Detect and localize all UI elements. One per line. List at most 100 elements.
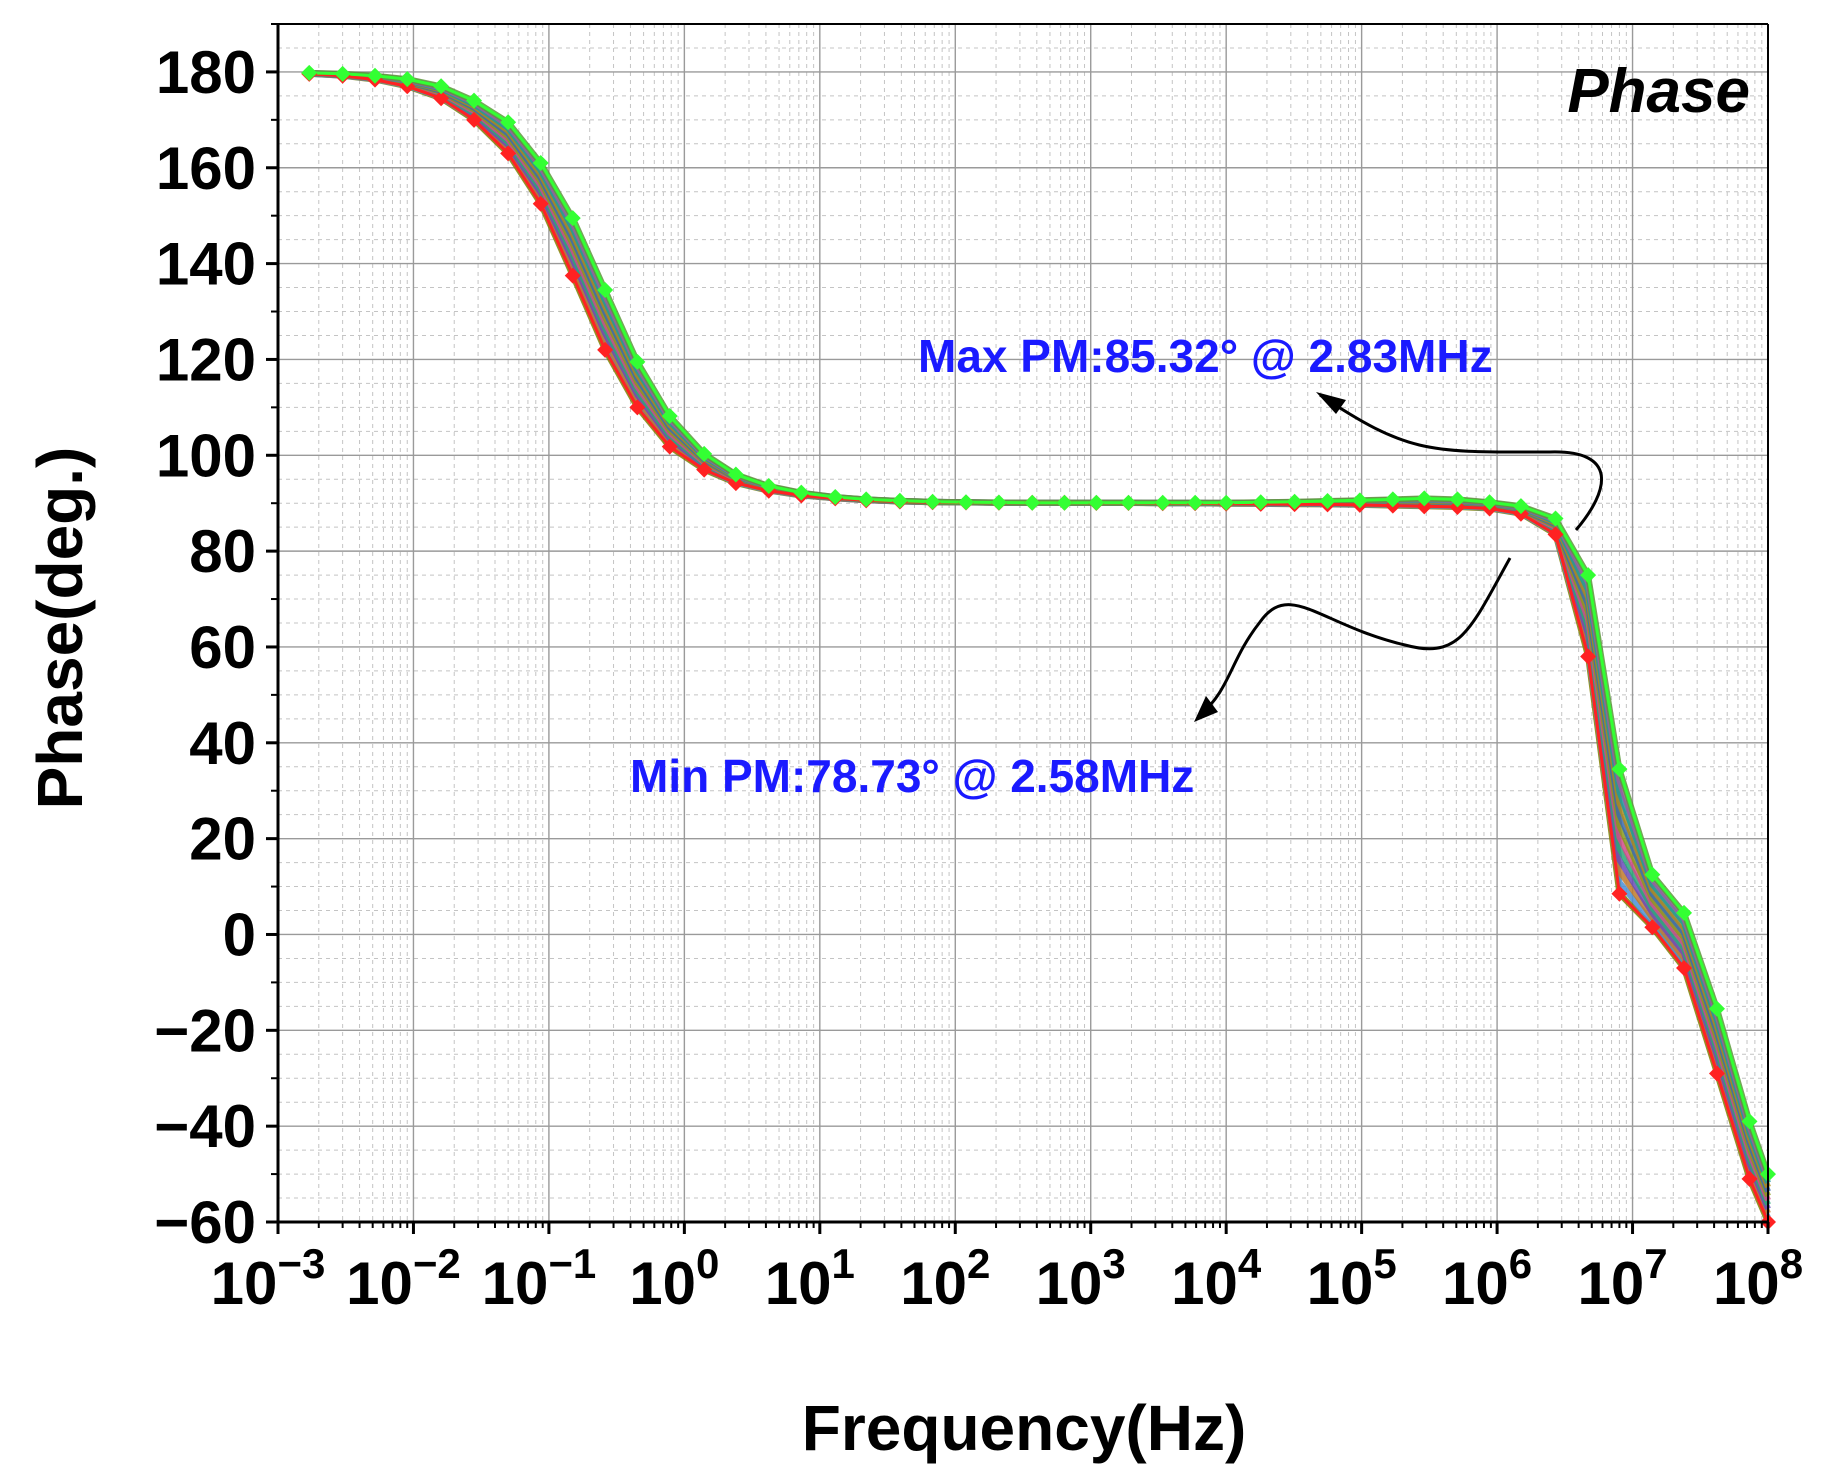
y-tick-label: 180	[156, 39, 256, 106]
x-tick-label: 101	[765, 1240, 855, 1317]
marker-max-pm-corner	[597, 281, 614, 298]
marker-min-pm-corner	[1547, 526, 1564, 543]
chart-title: Phase	[1567, 57, 1750, 126]
marker-max-pm-corner	[1644, 866, 1661, 883]
marker-min-pm-corner	[696, 461, 713, 478]
marker-max-pm-corner	[891, 492, 908, 509]
marker-max-pm-corner	[500, 114, 517, 131]
marker-max-pm-corner	[1218, 494, 1235, 511]
marker-min-pm-corner	[500, 145, 517, 162]
marker-min-pm-corner	[597, 341, 614, 358]
marker-max-pm-corner	[1481, 494, 1498, 511]
marker-max-pm-corner	[858, 491, 875, 508]
marker-max-pm-corner	[1024, 494, 1041, 511]
marker-max-pm-corner	[957, 494, 974, 511]
arrowhead-min-pm	[1194, 696, 1218, 722]
marker-max-pm-corner	[661, 407, 678, 424]
marker-min-pm-corner	[433, 90, 450, 107]
annotations: Max PM:85.32° @ 2.83MHz Min PM:78.73° @ 2…	[630, 330, 1604, 802]
y-tick-label: −20	[154, 997, 256, 1064]
marker-max-pm-corner	[1187, 494, 1204, 511]
y-tick-label: 0	[223, 901, 256, 968]
marker-max-pm-corner	[1088, 494, 1105, 511]
x-tick-label: 10−1	[482, 1240, 597, 1317]
y-tick-label: 60	[189, 614, 256, 681]
marker-min-pm-corner	[1611, 885, 1628, 902]
marker-min-pm-corner	[564, 267, 581, 284]
x-tick-label: 100	[629, 1240, 719, 1317]
marker-min-pm-corner	[1676, 960, 1693, 977]
marker-min-pm-corner	[1708, 1065, 1725, 1082]
marker-max-pm-corner	[793, 484, 810, 501]
y-tick-label: 40	[189, 710, 256, 777]
x-tick-label: 102	[900, 1240, 990, 1317]
x-tick-label: 106	[1442, 1240, 1532, 1317]
marker-min-pm-corner	[629, 399, 646, 416]
marker-max-pm-corner	[1416, 490, 1433, 507]
x-tick-label: 10−3	[211, 1240, 326, 1317]
series-markers	[301, 64, 1776, 1230]
marker-max-pm-corner	[366, 67, 383, 84]
x-tick-label: 108	[1713, 1240, 1803, 1317]
marker-max-pm-corner	[1708, 1000, 1725, 1017]
marker-max-pm-corner	[1120, 494, 1137, 511]
marker-max-pm-corner	[1547, 510, 1564, 527]
y-tick-label: 120	[156, 326, 256, 393]
x-tick-label: 104	[1171, 1240, 1262, 1317]
x-tick-label: 107	[1577, 1240, 1667, 1317]
marker-max-pm-corner	[1154, 494, 1171, 511]
series-line-max-pm-corner	[309, 71, 1770, 1175]
marker-min-pm-corner	[1580, 648, 1597, 665]
x-axis-title: Frequency(Hz)	[802, 1392, 1247, 1464]
marker-max-pm-corner	[1676, 904, 1693, 921]
marker-max-pm-corner	[1741, 1113, 1758, 1130]
x-tick-label: 10−2	[346, 1240, 461, 1317]
marker-min-pm-corner	[466, 111, 483, 128]
marker-max-pm-corner	[334, 65, 351, 82]
marker-min-pm-corner	[532, 195, 549, 212]
marker-max-pm-corner	[827, 488, 844, 505]
marker-max-pm-corner	[1512, 498, 1529, 515]
series-lines	[309, 71, 1770, 1223]
marker-max-pm-corner	[1319, 493, 1336, 510]
y-tick-label: 100	[156, 422, 256, 489]
y-tick-label: 160	[156, 135, 256, 202]
y-tick-label: 20	[189, 806, 256, 873]
y-tick-label: −40	[154, 1093, 256, 1160]
annotation-min-pm: Min PM:78.73° @ 2.58MHz	[630, 750, 1194, 802]
marker-max-pm-corner	[466, 92, 483, 109]
marker-max-pm-corner	[1056, 494, 1073, 511]
marker-max-pm-corner	[990, 494, 1007, 511]
marker-max-pm-corner	[564, 210, 581, 227]
marker-max-pm-corner	[1286, 493, 1303, 510]
marker-max-pm-corner	[924, 493, 941, 510]
y-tick-label: 80	[189, 518, 256, 585]
marker-max-pm-corner	[1580, 567, 1597, 584]
marker-max-pm-corner	[1384, 491, 1401, 508]
marker-min-pm-corner	[661, 438, 678, 455]
marker-max-pm-corner	[433, 78, 450, 95]
marker-min-pm-corner	[1644, 919, 1661, 936]
marker-max-pm-corner	[1252, 494, 1269, 511]
marker-max-pm-corner	[727, 466, 744, 483]
marker-min-pm-corner	[1741, 1170, 1758, 1187]
marker-max-pm-corner	[1611, 761, 1628, 778]
marker-max-pm-corner	[399, 71, 416, 88]
marker-max-pm-corner	[1351, 492, 1368, 509]
y-axis-title: Phase(deg.)	[24, 447, 96, 810]
y-tick-label: −60	[154, 1189, 256, 1256]
x-tick-label: 103	[1036, 1240, 1126, 1317]
x-tick-label: 105	[1307, 1240, 1397, 1317]
grid	[277, 23, 1769, 1223]
marker-min-pm-corner	[727, 475, 744, 492]
annotation-max-pm: Max PM:85.32° @ 2.83MHz	[918, 330, 1493, 382]
arrow-min-pm	[1199, 557, 1512, 717]
marker-max-pm-corner	[301, 64, 318, 81]
arrowhead-max-pm	[1316, 392, 1346, 414]
y-tick-label: 140	[156, 231, 256, 298]
arrow-max-pm	[1319, 393, 1604, 531]
marker-max-pm-corner	[532, 154, 549, 171]
marker-max-pm-corner	[696, 445, 713, 462]
